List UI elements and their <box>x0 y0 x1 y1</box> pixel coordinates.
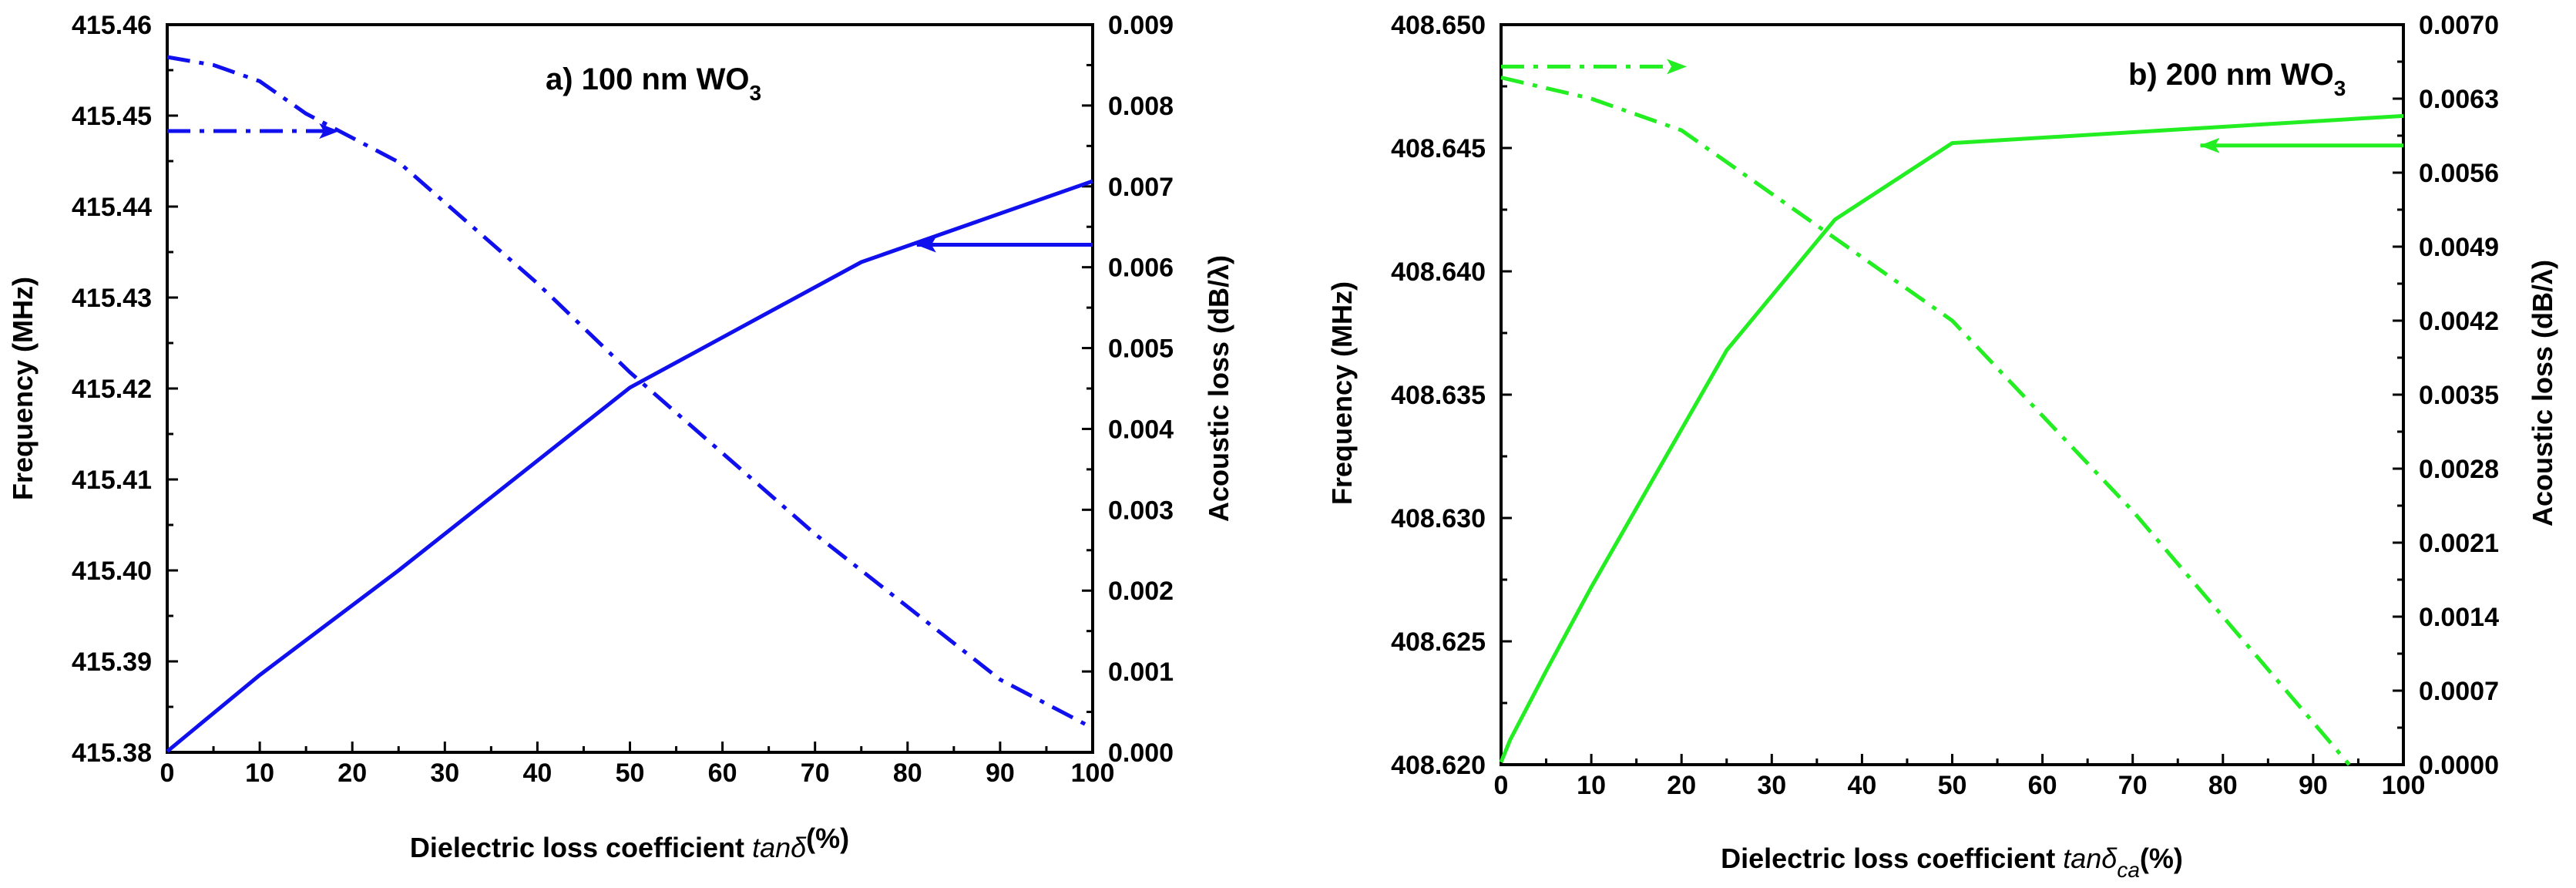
y-right-tick-label: 0.0014 <box>2419 603 2499 632</box>
y-left-tick-label: 415.46 <box>72 11 152 40</box>
y-left-tick-label: 408.630 <box>1391 504 1486 533</box>
y-left-tick-label: 408.635 <box>1391 381 1486 410</box>
x-tick-label: 40 <box>1847 771 1876 800</box>
y-left-tick-label: 415.41 <box>72 466 152 495</box>
x-tick-label: 80 <box>893 758 922 788</box>
y-left-axis-label: Frequency (MHz) <box>7 277 39 500</box>
x-axis-label: Dielectric loss coefficient tanδca(%) <box>1721 843 2183 882</box>
y-left-tick-label: 415.45 <box>72 102 152 131</box>
y-left-tick-label: 408.650 <box>1391 11 1486 40</box>
x-axis-label: Dielectric loss coefficient tanδ(%) <box>410 822 849 863</box>
y-right-tick-label: 0.008 <box>1108 92 1174 121</box>
x-tick-label: 50 <box>616 758 645 788</box>
x-tick-label: 60 <box>708 758 737 788</box>
x-tick-label: 20 <box>338 758 367 788</box>
x-tick-label: 60 <box>2028 771 2057 800</box>
acoustic-loss-series-line <box>166 55 1094 730</box>
y-left-ticks: 415.38 415.39 415.40 415.41 415.42 415.43 415.… <box>72 11 178 768</box>
x-tick-label: 70 <box>2118 771 2148 800</box>
y-right-tick-label: 0.0070 <box>2419 11 2499 40</box>
series-group <box>1499 76 2404 766</box>
x-tick-label: 90 <box>2299 771 2328 800</box>
y-left-tick-label: 415.44 <box>72 193 152 222</box>
x-tick-label: 0 <box>160 758 175 788</box>
y-left-tick-label: 415.39 <box>72 648 152 677</box>
y-right-tick-label: 0.006 <box>1108 254 1174 283</box>
acoustic-loss-series-line <box>1500 76 2351 766</box>
plot-frame <box>1500 23 2405 766</box>
x-tick-label: 30 <box>430 758 459 788</box>
y-right-tick-label: 0.007 <box>1108 173 1174 202</box>
chart-panel-a: 0 10 20 30 40 50 60 70 80 90 100 415.38 415.39 415.4… <box>7 11 1234 863</box>
x-tick-label: 70 <box>801 758 830 788</box>
y-left-tick-label: 408.620 <box>1391 751 1486 780</box>
x-tick-label: 90 <box>986 758 1015 788</box>
y-right-tick-label: 0.004 <box>1108 415 1174 444</box>
y-right-ticks: 0.0000 0.0007 0.0014 0.0021 0.0028 0.0035 0.00… <box>2393 11 2499 780</box>
chart-title: a) 100 nm WO3 <box>546 62 761 105</box>
y-right-axis-label: Acoustic loss (dB/λ) <box>1203 255 1234 522</box>
y-left-tick-label: 415.40 <box>72 557 152 586</box>
x-tick-label: 80 <box>2208 771 2238 800</box>
y-right-tick-label: 0.005 <box>1108 335 1174 364</box>
y-left-tick-label: 408.640 <box>1391 257 1486 287</box>
x-tick-label: 30 <box>1757 771 1786 800</box>
y-right-tick-label: 0.0056 <box>2419 159 2499 188</box>
y-left-axis-label: Frequency (MHz) <box>1326 281 1358 505</box>
y-right-axis-label: Acoustic loss (dB/λ) <box>2527 260 2558 526</box>
x-ticks: 0 10 20 30 40 50 60 70 80 90 100 <box>160 742 1115 788</box>
y-right-tick-label: 0.0007 <box>2419 677 2499 706</box>
x-tick-label: 40 <box>522 758 552 788</box>
y-right-tick-label: 0.0021 <box>2419 529 2499 558</box>
y-right-tick-label: 0.000 <box>1108 738 1174 768</box>
y-right-tick-label: 0.0063 <box>2419 85 2499 114</box>
x-tick-label: 10 <box>245 758 274 788</box>
y-right-tick-label: 0.003 <box>1108 496 1174 525</box>
x-ticks: 0 10 20 30 40 50 60 70 80 90 100 <box>1494 754 2426 800</box>
frequency-series-line <box>1499 113 2404 763</box>
series-group <box>166 55 1094 753</box>
arrow-group <box>167 123 1093 253</box>
chart-title: b) 200 nm WO3 <box>2128 58 2346 100</box>
frequency-series-line <box>166 179 1093 753</box>
y-left-tick-label: 408.645 <box>1391 134 1486 163</box>
y-left-tick-label: 415.43 <box>72 284 152 313</box>
y-right-tick-label: 0.0049 <box>2419 233 2499 262</box>
x-tick-label: 10 <box>1577 771 1606 800</box>
y-left-tick-label: 415.42 <box>72 375 152 404</box>
y-left-tick-label: 408.625 <box>1391 627 1486 657</box>
y-right-ticks: 0.000 0.001 0.002 0.003 0.004 0.005 0.006 0.007… <box>1082 11 1174 768</box>
chart-panel-b: 0 10 20 30 40 50 60 70 80 90 100 408.620408.625408… <box>1326 11 2558 882</box>
y-right-tick-label: 0.0028 <box>2419 455 2499 484</box>
arrow-group <box>1501 59 2403 153</box>
y-right-tick-label: 0.0035 <box>2419 381 2499 410</box>
x-tick-label: 100 <box>1071 758 1115 788</box>
x-tick-label: 20 <box>1667 771 1696 800</box>
x-tick-label: 50 <box>1938 771 1967 800</box>
x-tick-label: 100 <box>2382 771 2426 800</box>
y-right-tick-label: 0.0000 <box>2419 751 2499 780</box>
y-right-tick-label: 0.001 <box>1108 658 1174 687</box>
x-tick-label: 0 <box>1494 771 1509 800</box>
y-left-tick-label: 415.38 <box>72 738 152 768</box>
y-left-ticks: 408.620 408.625 408.630 408.635 408.640 408.6… <box>1391 11 1512 780</box>
y-right-tick-label: 0.0042 <box>2419 307 2499 336</box>
y-right-tick-label: 0.009 <box>1108 11 1174 40</box>
y-right-tick-label: 0.002 <box>1108 577 1174 606</box>
